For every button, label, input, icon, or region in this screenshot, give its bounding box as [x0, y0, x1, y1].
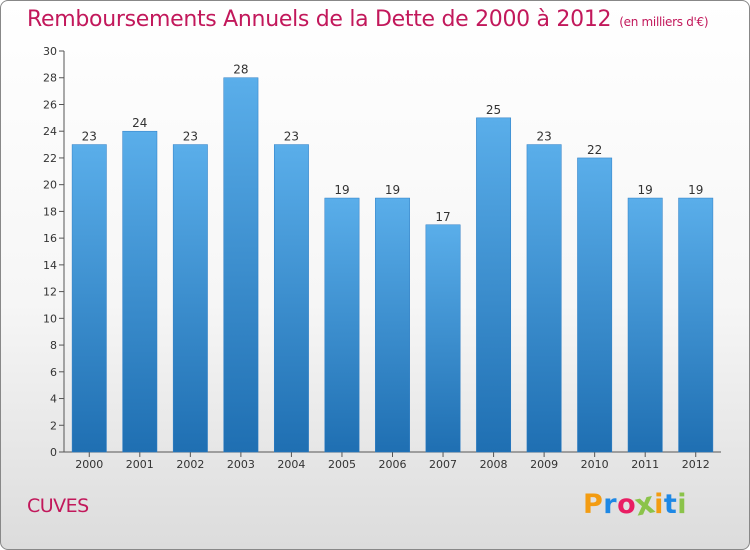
- data-label: 22: [587, 143, 602, 157]
- bar: [172, 144, 208, 453]
- data-label: 23: [284, 130, 299, 144]
- y-tick-label: 24: [43, 125, 57, 138]
- bar: [71, 144, 107, 453]
- data-label: 17: [435, 210, 450, 224]
- x-tick-label: 2000: [75, 458, 103, 471]
- logo-letter: o: [617, 489, 637, 520]
- bar: [324, 197, 360, 453]
- x-tick-label: 2005: [328, 458, 356, 471]
- y-tick-label: 8: [50, 339, 57, 352]
- bar: [678, 197, 714, 453]
- y-tick-label: 10: [43, 312, 57, 325]
- y-tick-label: 26: [43, 98, 57, 111]
- data-label: 19: [385, 183, 400, 197]
- data-label: 19: [638, 183, 653, 197]
- x-tick-label: 2002: [176, 458, 204, 471]
- bar: [375, 197, 410, 453]
- data-label: 23: [183, 130, 198, 144]
- city-name: CUVES: [27, 495, 89, 517]
- y-tick-label: 12: [43, 286, 57, 299]
- y-tick-label: 30: [43, 45, 57, 58]
- chart-title: Remboursements Annuels de la Dette de 20…: [27, 7, 709, 32]
- x-tick-label: 2006: [379, 458, 407, 471]
- data-label: 28: [233, 63, 248, 77]
- data-label: 19: [688, 183, 703, 197]
- y-tick-label: 16: [43, 232, 57, 245]
- y-tick-label: 6: [50, 366, 57, 379]
- x-tick-label: 2011: [631, 458, 659, 471]
- data-label: 25: [486, 103, 501, 117]
- y-tick-label: 20: [43, 179, 57, 192]
- bar: [476, 117, 512, 453]
- logo-letter: r: [603, 489, 618, 520]
- x-tick-label: 2010: [581, 458, 609, 471]
- y-tick-label: 14: [43, 259, 57, 272]
- y-tick-label: 28: [43, 72, 57, 85]
- bar: [627, 197, 663, 453]
- y-tick-label: 0: [50, 446, 57, 459]
- x-tick-label: 2009: [530, 458, 558, 471]
- y-tick-label: 2: [50, 419, 57, 432]
- proxiti-logo: Proxiti: [583, 486, 688, 523]
- bar: [526, 144, 562, 453]
- y-tick-label: 4: [50, 393, 57, 406]
- x-tick-label: 2004: [277, 458, 305, 471]
- x-tick-label: 2001: [126, 458, 154, 471]
- y-tick-label: 22: [43, 152, 57, 165]
- logo-letter: i: [677, 489, 688, 520]
- data-label: 24: [132, 116, 147, 130]
- x-tick-label: 2007: [429, 458, 457, 471]
- x-tick-label: 2012: [682, 458, 710, 471]
- chart-bars: [71, 77, 714, 453]
- bar: [223, 77, 259, 453]
- bar: [122, 130, 158, 453]
- data-label: 19: [334, 183, 349, 197]
- chart-subtitle: (en milliers d'€): [619, 15, 709, 29]
- logo-letter: i: [654, 489, 664, 520]
- bar: [577, 157, 613, 453]
- bar: [425, 224, 461, 453]
- chart-title-text: Remboursements Annuels de la Dette de 20…: [27, 7, 612, 32]
- x-tick-label: 2003: [227, 458, 255, 471]
- y-tick-label: 18: [43, 205, 57, 218]
- bar: [273, 144, 309, 453]
- logo-letter: t: [663, 489, 678, 520]
- data-label: 23: [536, 130, 551, 144]
- data-label: 23: [82, 130, 97, 144]
- x-tick-label: 2008: [480, 458, 508, 471]
- chart-data-labels: 23 24 23 28 23 19 19 17 25 23 22 19 19: [82, 63, 704, 224]
- logo-letter: P: [583, 489, 604, 520]
